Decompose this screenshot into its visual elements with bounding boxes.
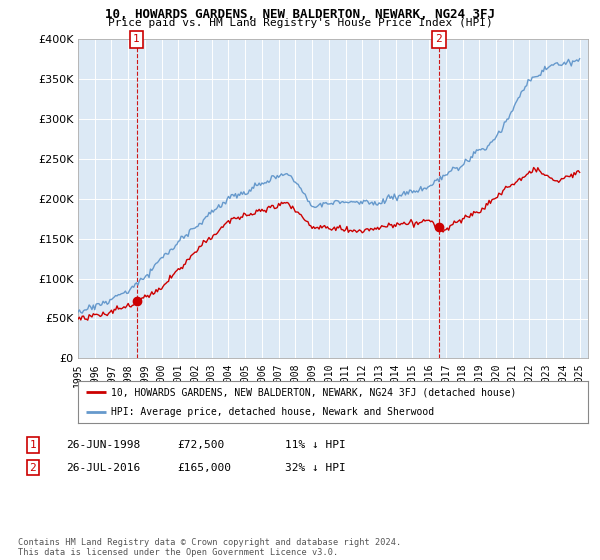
Text: 2: 2 [29, 463, 37, 473]
Text: Price paid vs. HM Land Registry's House Price Index (HPI): Price paid vs. HM Land Registry's House … [107, 18, 493, 29]
Text: 2: 2 [436, 34, 442, 44]
Text: 26-JUN-1998: 26-JUN-1998 [66, 440, 140, 450]
Text: 10, HOWARDS GARDENS, NEW BALDERTON, NEWARK, NG24 3FJ (detached house): 10, HOWARDS GARDENS, NEW BALDERTON, NEWA… [111, 387, 517, 397]
Text: 26-JUL-2016: 26-JUL-2016 [66, 463, 140, 473]
Text: 10, HOWARDS GARDENS, NEW BALDERTON, NEWARK, NG24 3FJ: 10, HOWARDS GARDENS, NEW BALDERTON, NEWA… [105, 8, 495, 21]
Text: 1: 1 [133, 34, 140, 44]
Text: 1: 1 [29, 440, 37, 450]
Text: 11% ↓ HPI: 11% ↓ HPI [285, 440, 346, 450]
Text: 32% ↓ HPI: 32% ↓ HPI [285, 463, 346, 473]
Text: Contains HM Land Registry data © Crown copyright and database right 2024.
This d: Contains HM Land Registry data © Crown c… [18, 538, 401, 557]
Text: £72,500: £72,500 [177, 440, 224, 450]
Text: £165,000: £165,000 [177, 463, 231, 473]
Text: HPI: Average price, detached house, Newark and Sherwood: HPI: Average price, detached house, Newa… [111, 407, 434, 417]
